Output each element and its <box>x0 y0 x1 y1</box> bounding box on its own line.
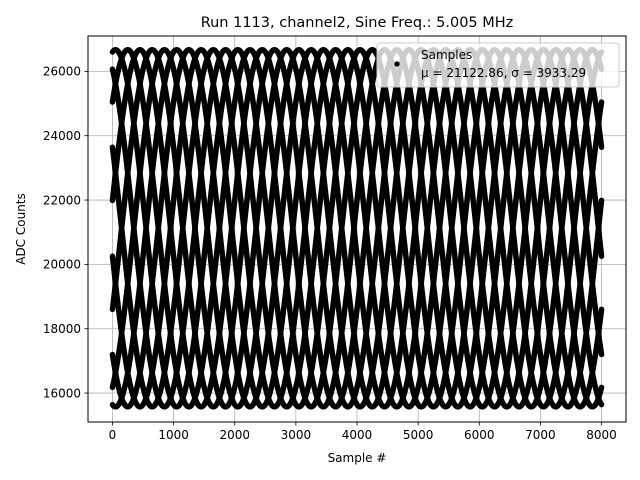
legend-marker <box>394 61 400 67</box>
chart-title: Run 1113, channel2, Sine Freq.: 5.005 MH… <box>201 15 514 31</box>
legend-entry-stats: μ = 21122.86, σ = 3933.29 <box>421 66 586 80</box>
x-axis-title: Sample # <box>328 451 387 465</box>
x-tick-label: 1000 <box>158 428 189 442</box>
y-tick-label: 22000 <box>43 193 81 207</box>
sample-trace <box>109 47 605 410</box>
x-tick-label: 0 <box>109 428 117 442</box>
y-tick-label: 20000 <box>43 258 81 272</box>
x-axis: 0 1000 2000 3000 4000 5000 6000 7000 8000 <box>109 422 617 442</box>
x-tick-label: 7000 <box>525 428 556 442</box>
y-tick-label: 16000 <box>43 386 81 400</box>
x-tick-label: 8000 <box>586 428 617 442</box>
y-tick-label: 26000 <box>43 65 81 79</box>
x-tick-label: 4000 <box>342 428 373 442</box>
data-points <box>109 47 605 410</box>
x-tick-label: 5000 <box>403 428 434 442</box>
y-tick-label: 24000 <box>43 129 81 143</box>
legend-entry-samples: Samples <box>421 48 472 62</box>
y-tick-label: 18000 <box>43 322 81 336</box>
x-tick-label: 2000 <box>219 428 250 442</box>
y-axis-title: ADC Counts <box>14 193 28 265</box>
sample-trace <box>109 47 605 410</box>
legend-box <box>376 42 620 88</box>
x-tick-label: 3000 <box>281 428 312 442</box>
legend: Samples μ = 21122.86, σ = 3933.29 <box>376 42 620 88</box>
x-tick-label: 6000 <box>464 428 495 442</box>
y-axis: 16000 18000 20000 22000 24000 26000 <box>43 65 88 400</box>
